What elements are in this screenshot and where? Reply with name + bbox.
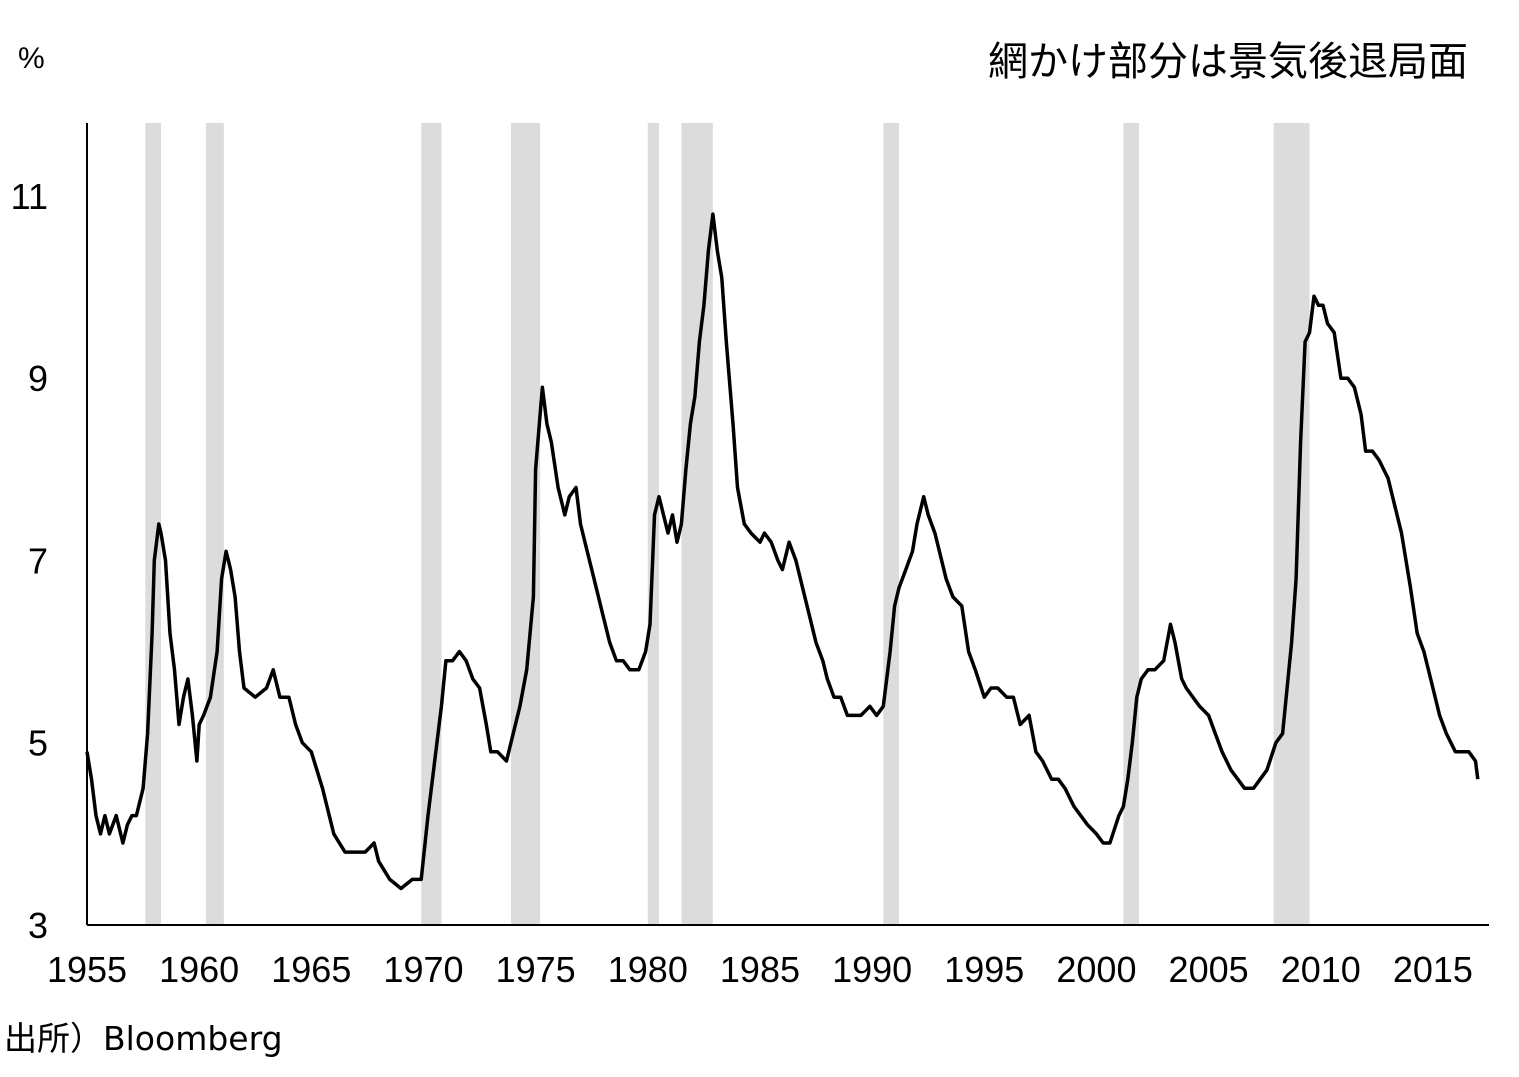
x-tick-label: 1970 xyxy=(383,949,463,990)
x-tick-label: 1990 xyxy=(832,949,912,990)
y-tick-label: 5 xyxy=(28,723,48,764)
x-tick-label: 2010 xyxy=(1281,949,1361,990)
x-tick-label: 1980 xyxy=(608,949,688,990)
x-tick-label: 1955 xyxy=(47,949,127,990)
x-tick-label: 1960 xyxy=(159,949,239,990)
recession-band-7 xyxy=(883,123,900,925)
y-axis-unit-label: % xyxy=(18,42,45,75)
x-tick-label: 1965 xyxy=(271,949,351,990)
recession-bands xyxy=(145,123,1310,925)
x-tick-label: 1975 xyxy=(496,949,576,990)
recession-note: 網かけ部分は景気後退局面 xyxy=(988,39,1468,85)
x-tick-label: 2005 xyxy=(1169,949,1249,990)
recession-band-8 xyxy=(1123,123,1140,925)
y-tick-label: 11 xyxy=(11,176,48,217)
x-tick-label: 1985 xyxy=(720,949,800,990)
source-note: 出所）Bloomberg xyxy=(4,1019,283,1058)
x-tick-label: 1995 xyxy=(944,949,1024,990)
x-tick-label: 2015 xyxy=(1393,949,1473,990)
recession-band-3 xyxy=(421,123,442,925)
y-tick-label: 9 xyxy=(28,358,48,399)
unemployment-line xyxy=(85,212,1480,891)
x-tick-label: 2000 xyxy=(1056,949,1136,990)
y-tick-label: 3 xyxy=(28,905,48,946)
y-tick-labels: 3 5 7 9 11 xyxy=(11,176,48,946)
y-tick-label: 7 xyxy=(28,540,48,581)
x-tick-labels: 1955 1960 1965 1970 1975 1980 1985 1990 1995 2000… xyxy=(47,949,1473,990)
recession-band-9 xyxy=(1273,123,1310,925)
recession-band-2 xyxy=(205,123,224,925)
